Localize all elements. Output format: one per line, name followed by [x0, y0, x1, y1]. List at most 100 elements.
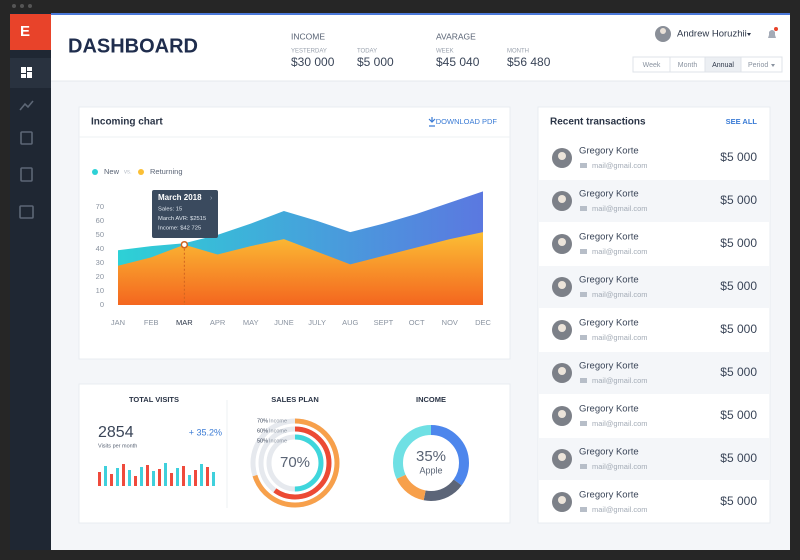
- download-link[interactable]: DOWNLOAD PDF: [436, 117, 498, 126]
- legend-label[interactable]: New: [104, 167, 120, 176]
- download-icon[interactable]: [428, 117, 436, 127]
- period-tab-label[interactable]: Annual: [712, 62, 734, 69]
- mail-icon: [580, 206, 587, 211]
- panel-title: SALES PLAN: [271, 395, 319, 404]
- stat-group-label: AVARAGE: [436, 31, 476, 41]
- stat-value: $56 480: [507, 55, 551, 69]
- legend-marker: [92, 169, 98, 175]
- tooltip: [152, 190, 218, 238]
- nav-dashboard[interactable]: [21, 67, 32, 78]
- transaction-name[interactable]: Gregory Korte: [579, 447, 639, 458]
- tooltip-title: March 2018: [158, 193, 202, 202]
- y-tick-label: 30: [96, 258, 104, 267]
- bar: [122, 464, 125, 486]
- bar: [140, 467, 143, 486]
- y-tick-label: 70: [96, 202, 104, 211]
- user-avatar-face: [660, 28, 666, 34]
- ring-name: Income: [269, 438, 287, 444]
- transaction-amount: $5 000: [720, 494, 757, 508]
- row-bg: [539, 438, 769, 480]
- x-tick-label: JUNE: [274, 318, 294, 327]
- x-tick-label: SEPT: [374, 318, 394, 327]
- notification-dot: [774, 27, 778, 31]
- user-name[interactable]: Andrew Horuzhii: [677, 29, 747, 40]
- nav-tasks[interactable]: [20, 167, 33, 182]
- avatar-face: [558, 496, 566, 504]
- period-tab-label[interactable]: Month: [678, 62, 698, 69]
- panel-title: TOTAL VISITS: [129, 395, 179, 404]
- transaction-name[interactable]: Gregory Korte: [579, 275, 639, 286]
- card-title: Incoming chart: [91, 117, 163, 128]
- avatar-face: [558, 152, 566, 160]
- transaction-email: mail@gmail.com: [592, 333, 648, 342]
- top-accent: [51, 13, 790, 15]
- mail-icon: [580, 378, 587, 383]
- transaction-name[interactable]: Gregory Korte: [579, 146, 639, 157]
- row-bg: [539, 352, 769, 394]
- logo[interactable]: [10, 14, 51, 50]
- transaction-name[interactable]: Gregory Korte: [579, 361, 639, 372]
- transaction-amount: $5 000: [720, 322, 757, 336]
- bar: [128, 470, 131, 486]
- sidebar: [10, 13, 51, 550]
- stat-label: WEEK: [436, 49, 454, 55]
- mail-icon: [580, 507, 587, 512]
- see-all-link[interactable]: SEE ALL: [726, 117, 758, 126]
- avatar-face: [558, 195, 566, 203]
- nav-analytics[interactable]: [19, 100, 34, 111]
- transaction-email: mail@gmail.com: [592, 462, 648, 471]
- bar: [194, 470, 197, 486]
- transaction-email: mail@gmail.com: [592, 376, 648, 385]
- period-tab[interactable]: [740, 56, 783, 73]
- period-tab-label[interactable]: Period: [748, 62, 768, 69]
- transaction-amount: $5 000: [720, 365, 757, 379]
- user-caret[interactable]: [747, 33, 751, 36]
- transaction-amount: $5 000: [720, 279, 757, 293]
- transaction-email: mail@gmail.com: [592, 161, 648, 170]
- tooltip-line: Income: $42 725: [158, 226, 201, 232]
- bar: [152, 471, 155, 486]
- bar: [98, 472, 101, 486]
- transaction-amount: $5 000: [720, 150, 757, 164]
- bar: [176, 468, 179, 486]
- nav-contacts[interactable]: [20, 131, 33, 145]
- mail-icon: [580, 335, 587, 340]
- x-tick-label: MAY: [243, 318, 259, 327]
- x-tick-label: FEB: [144, 318, 159, 327]
- card-title: Recent transactions: [550, 117, 646, 128]
- mail-icon: [580, 163, 587, 168]
- period-tab-label[interactable]: Week: [643, 62, 661, 69]
- bar: [182, 466, 185, 486]
- notifications[interactable]: [768, 30, 776, 38]
- transaction-name[interactable]: Gregory Korte: [579, 189, 639, 200]
- x-tick-label: MAR: [176, 318, 193, 327]
- frame-dot: [12, 4, 16, 8]
- transaction-name[interactable]: Gregory Korte: [579, 404, 639, 415]
- transaction-name[interactable]: Gregory Korte: [579, 232, 639, 243]
- transaction-amount: $5 000: [720, 451, 757, 465]
- y-tick-label: 10: [96, 286, 104, 295]
- x-tick-label: AUG: [342, 318, 358, 327]
- ring-name: Income: [269, 428, 287, 434]
- y-tick-label: 60: [96, 216, 104, 225]
- x-tick-label: DEC: [475, 318, 491, 327]
- bar: [164, 463, 167, 486]
- avatar-face: [558, 324, 566, 332]
- bar: [116, 468, 119, 486]
- transaction-name[interactable]: Gregory Korte: [579, 318, 639, 329]
- nav-calendar[interactable]: [19, 205, 34, 219]
- donut-sub: Apple: [419, 465, 442, 475]
- ring-value-label: 50%: [257, 438, 268, 444]
- transaction-email: mail@gmail.com: [592, 505, 648, 514]
- legend-label[interactable]: Returning: [150, 167, 183, 176]
- ring: [258, 426, 332, 500]
- bar: [188, 475, 191, 486]
- transaction-amount: $5 000: [720, 408, 757, 422]
- visits-change: + 35.2%: [189, 427, 222, 437]
- bar: [110, 474, 113, 486]
- transaction-name[interactable]: Gregory Korte: [579, 490, 639, 501]
- mail-icon: [580, 292, 587, 297]
- transaction-amount: $5 000: [720, 193, 757, 207]
